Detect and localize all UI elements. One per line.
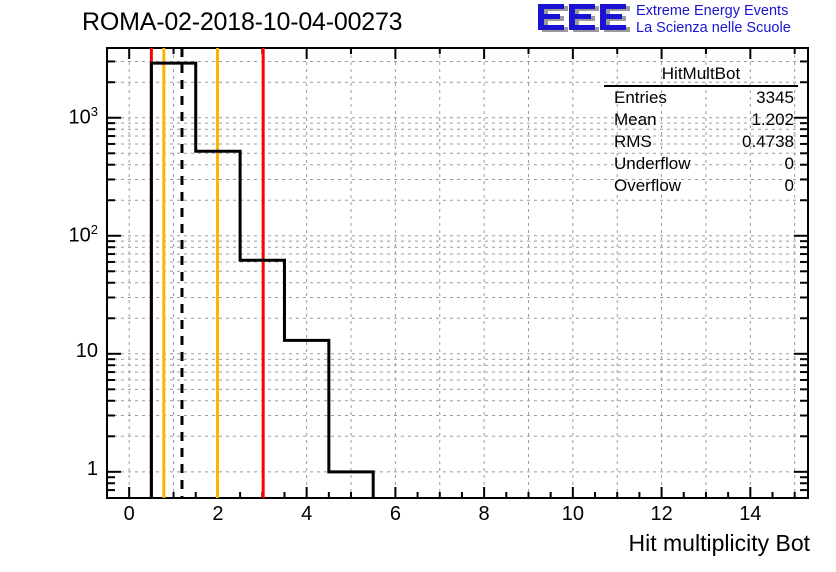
x-tick-label: 6 <box>389 503 401 525</box>
x-tick-label: 12 <box>650 503 673 525</box>
stats-row-label: Overflow <box>614 176 682 195</box>
plot-gridlines <box>107 48 808 498</box>
x-tick-label: 2 <box>212 503 224 525</box>
y-tick-label-10: 10 <box>75 339 98 362</box>
eee-logo: Extreme Energy Events La Scienza nelle S… <box>536 2 836 38</box>
marker-lines <box>149 48 265 498</box>
x-tick-label: 10 <box>561 503 584 525</box>
stats-row: Overflow 0 <box>604 175 798 197</box>
eee-logo-line2: La Scienza nelle Scuole <box>636 19 791 36</box>
stats-row: Underflow 0 <box>604 153 798 175</box>
x-axis-title: Hit multiplicity Bot <box>628 530 810 556</box>
y-tick-label-1: 1 <box>86 457 98 480</box>
page-title: ROMA-02-2018-10-04-00273 <box>82 8 403 36</box>
stats-box: HitMultBot Entries 3345 Mean 1.202 RMS 0.4738… <box>604 64 798 197</box>
stats-box-title: HitMultBot <box>604 64 798 87</box>
y-tick-label-100: 102 <box>68 221 98 247</box>
x-tick-label: 14 <box>739 503 762 525</box>
x-tick-label: 0 <box>123 503 135 525</box>
stats-box-rows: Entries 3345 Mean 1.202 RMS 0.4738 Underflow 0 O… <box>604 87 798 197</box>
histogram-step-path <box>149 61 375 498</box>
x-tick-label: 8 <box>478 503 490 525</box>
stats-row-value: 1.202 <box>751 110 794 129</box>
stats-row-label: Underflow <box>614 154 691 173</box>
stats-row-value: 0 <box>784 176 794 195</box>
stats-row-value: 3345 <box>756 88 794 107</box>
histogram-outline <box>149 61 375 498</box>
plot-frame <box>106 47 809 499</box>
stats-row-label: Entries <box>614 88 667 107</box>
stats-row: Mean 1.202 <box>604 109 798 131</box>
eee-letters-icon <box>538 4 630 32</box>
x-tick-labels: 0 2 4 6 8 10 12 14 <box>0 503 836 529</box>
eee-logo-text: Extreme Energy Events La Scienza nelle S… <box>636 3 791 36</box>
stats-row: RMS 0.4738 <box>604 131 798 153</box>
stats-row-label: RMS <box>614 132 652 151</box>
stats-row-label: Mean <box>614 110 657 129</box>
plot-ticks <box>107 48 808 498</box>
stats-row-value: 0 <box>784 154 794 173</box>
stats-row-value: 0.4738 <box>742 132 794 151</box>
y-tick-label-1000: 103 <box>68 103 98 129</box>
eee-logo-line1: Extreme Energy Events <box>636 3 789 19</box>
plot-frame-rect <box>106 47 809 499</box>
stats-row: Entries 3345 <box>604 87 798 109</box>
x-tick-label: 4 <box>301 503 313 525</box>
